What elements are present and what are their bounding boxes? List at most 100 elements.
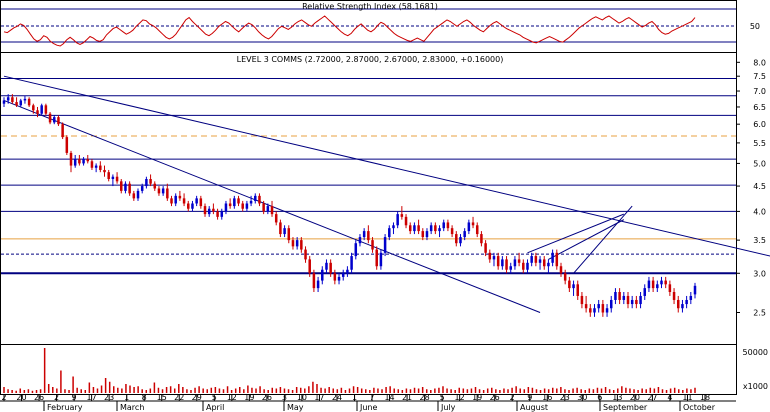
volume-bar-134 <box>547 389 550 393</box>
candle-body-151 <box>635 299 638 305</box>
candle-body-17 <box>73 159 77 166</box>
candle-body-134 <box>563 273 567 281</box>
volume-bar-122 <box>499 390 501 393</box>
day-label-5: 17 <box>87 393 97 402</box>
volume-bar-148 <box>604 387 607 393</box>
volume-bar-76 <box>312 381 314 393</box>
candle-body-33 <box>140 186 144 191</box>
candle-body-139 <box>584 304 588 309</box>
candle-body-49 <box>207 208 211 215</box>
candle-body-81 <box>341 273 345 277</box>
volume-bar-133 <box>543 388 546 393</box>
candle-body-56 <box>237 198 240 204</box>
volume-bar-138 <box>564 389 566 393</box>
candle-body-116 <box>488 252 492 260</box>
candle-body-90 <box>379 252 383 267</box>
volume-bar-170 <box>694 387 696 393</box>
day-label-21: 7 <box>369 393 374 402</box>
volume-bar-19 <box>80 389 82 393</box>
candle-body-77 <box>325 262 328 270</box>
candle-body-62 <box>262 203 265 212</box>
volume-bar-77 <box>316 384 318 393</box>
candle-body-101 <box>425 231 429 238</box>
volume-bar-1 <box>7 389 9 393</box>
volume-bar-154 <box>629 388 631 393</box>
volume-bar-38 <box>157 387 160 393</box>
price-tick-label-0: 2.5 <box>753 309 766 318</box>
candle-body-26 <box>111 176 115 180</box>
candle-body-85 <box>358 237 362 244</box>
volume-bar-45 <box>186 389 188 393</box>
day-label-24: 28 <box>420 393 430 402</box>
volume-bar-48 <box>198 386 200 393</box>
day-label-17: 10 <box>297 393 307 402</box>
volume-bar-70 <box>287 389 290 393</box>
volume-bar-37 <box>153 382 156 393</box>
candle-body-111 <box>467 222 471 232</box>
volume-bar-165 <box>673 387 676 393</box>
candle-body-165 <box>693 285 697 295</box>
candle-body-91 <box>383 237 387 253</box>
trend-line-2 <box>573 205 633 274</box>
volume-bar-72 <box>295 387 298 393</box>
volume-bar-83 <box>340 387 343 393</box>
volume-bar-121 <box>495 389 497 393</box>
day-label-29: 2 <box>510 393 515 402</box>
volume-bar-10 <box>43 348 46 393</box>
volume-bar-113 <box>462 388 465 393</box>
candle-body-161 <box>676 299 680 309</box>
candle-body-125 <box>526 262 529 270</box>
volume-bar-86 <box>352 386 355 393</box>
candle-body-94 <box>396 214 399 226</box>
day-label-23: 21 <box>402 393 412 402</box>
day-label-2: 26 <box>34 393 44 402</box>
volume-bar-129 <box>527 387 530 393</box>
volume-bar-55 <box>226 386 229 393</box>
volume-bar-130 <box>531 387 534 393</box>
volume-bar-0 <box>3 387 5 393</box>
candle-body-138 <box>580 295 584 305</box>
day-label-15: 26 <box>262 393 272 402</box>
day-label-3: 2 <box>54 393 59 402</box>
candle-body-32 <box>136 190 140 199</box>
volume-bar-15 <box>64 389 66 393</box>
candle-body-133 <box>559 266 563 274</box>
day-label-8: 8 <box>142 393 147 402</box>
candle-body-105 <box>442 222 445 229</box>
volume-bar-60 <box>247 385 249 393</box>
volume-bar-30 <box>125 384 127 393</box>
candle-body-23 <box>99 165 102 170</box>
volume-bar-25 <box>104 378 107 393</box>
candle-body-39 <box>166 188 169 199</box>
candle-body-92 <box>388 228 391 238</box>
volume-bar-91 <box>373 387 375 393</box>
price-title: LEVEL 3 COMMS (2.72000, 2.87000, 2.67000… <box>237 55 504 64</box>
volume-bar-149 <box>608 389 611 393</box>
candle-body-76 <box>321 269 324 281</box>
candle-body-96 <box>404 216 408 226</box>
volume-bar-67 <box>275 388 278 393</box>
candle-body-37 <box>157 188 161 194</box>
day-label-37: 27 <box>647 393 657 402</box>
volume-bar-155 <box>633 389 635 393</box>
volume-bar-166 <box>677 389 680 393</box>
volume-bar-126 <box>515 386 517 393</box>
candle-body-35 <box>149 179 152 184</box>
volume-bar-112 <box>458 387 460 393</box>
volume-bar-32 <box>133 387 135 393</box>
volume-bar-87 <box>356 387 359 393</box>
volume-bar-23 <box>96 388 99 393</box>
rsi-tick-label: 50 <box>750 22 760 31</box>
volume-bar-4 <box>19 388 22 393</box>
price-tick-label-10: 7.5 <box>753 72 766 81</box>
volume-bar-142 <box>580 389 582 393</box>
candle-body-34 <box>145 179 148 187</box>
candle-body-74 <box>312 273 316 289</box>
candle-body-68 <box>287 228 291 241</box>
day-label-11: 29 <box>192 393 202 402</box>
candle-body-27 <box>115 176 119 182</box>
candle-body-43 <box>182 198 186 204</box>
volume-bar-66 <box>271 387 274 393</box>
candle-body-46 <box>195 198 198 204</box>
